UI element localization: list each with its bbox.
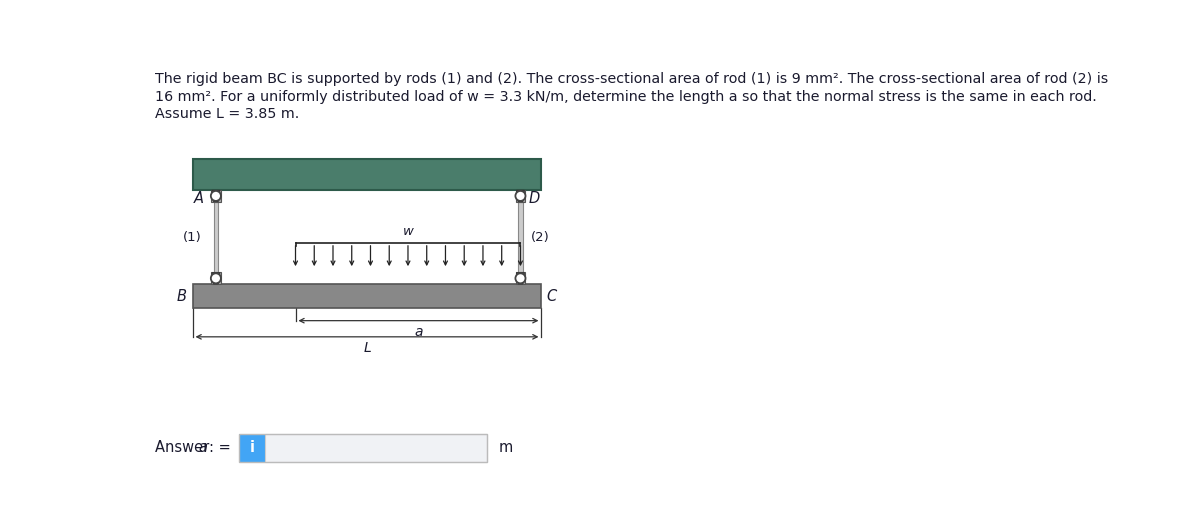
Bar	[265, 434, 487, 462]
Text: a: a	[198, 440, 208, 455]
Bar	[211, 272, 221, 285]
Bar	[211, 190, 221, 202]
Text: D: D	[528, 191, 540, 206]
Text: Answer:: Answer:	[155, 440, 218, 455]
Text: C: C	[547, 288, 557, 304]
Text: Assume L = 3.85 m.: Assume L = 3.85 m.	[155, 107, 299, 121]
Text: (1): (1)	[184, 231, 202, 244]
Circle shape	[516, 191, 526, 201]
Polygon shape	[516, 273, 524, 284]
Circle shape	[211, 191, 221, 201]
Circle shape	[211, 273, 221, 284]
Bar	[214, 202, 218, 272]
Text: =: =	[214, 440, 230, 455]
Text: m: m	[499, 440, 514, 455]
Bar	[193, 159, 541, 190]
Text: (2): (2)	[532, 231, 550, 244]
Bar	[516, 190, 526, 202]
Polygon shape	[212, 190, 220, 202]
Text: B: B	[176, 288, 186, 304]
Text: w: w	[402, 225, 414, 238]
Text: a: a	[414, 324, 422, 339]
Bar	[193, 285, 541, 307]
Bar	[516, 272, 526, 285]
Bar	[239, 434, 487, 462]
Text: A: A	[193, 191, 204, 206]
Bar	[518, 202, 522, 272]
Text: 16 mm². For a uniformly distributed load of w = 3.3 kN/m, determine the length a: 16 mm². For a uniformly distributed load…	[155, 89, 1097, 104]
Text: i: i	[250, 440, 254, 455]
Circle shape	[516, 273, 526, 284]
Text: The rigid beam BC is supported by rods (1) and (2). The cross-sectional area of : The rigid beam BC is supported by rods (…	[155, 72, 1108, 86]
Polygon shape	[516, 190, 524, 202]
Polygon shape	[212, 273, 220, 284]
Bar	[239, 434, 265, 462]
Text: L: L	[364, 341, 371, 354]
